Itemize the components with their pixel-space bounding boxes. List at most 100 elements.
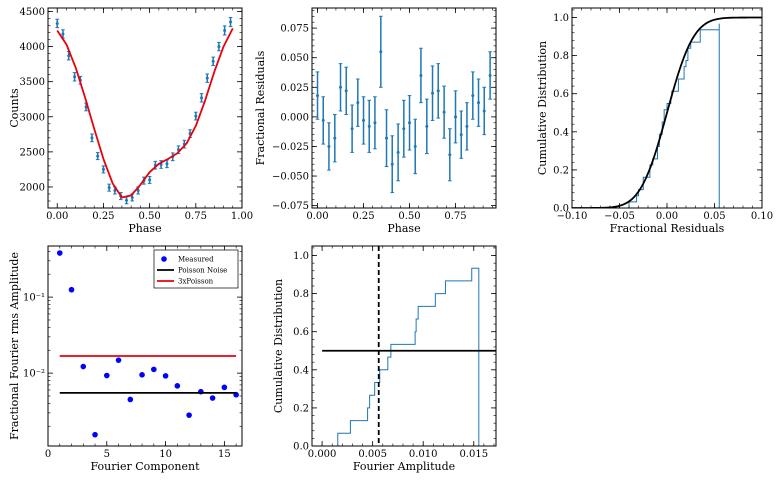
p4-xtick-label: 15 (218, 449, 231, 460)
p3-xtick-label: −0.10 (557, 211, 588, 222)
p4-measured-point (209, 395, 216, 401)
p1-ytick-label: 3000 (20, 112, 45, 123)
p4-plot-area (56, 250, 239, 438)
p2-residuals-point (425, 124, 429, 128)
p1-data-point (55, 21, 59, 25)
p3-xtick-label: −0.05 (604, 211, 635, 222)
p4-measured-point (68, 286, 75, 293)
p1-y-axis-label: Counts (8, 88, 21, 128)
p3-xtick-label: 0.05 (703, 211, 725, 222)
p1-data-point (211, 59, 215, 63)
p2-residuals-point (448, 153, 452, 157)
p2-residuals-point (344, 89, 348, 93)
p4-ytick-label: 10⁻¹ (23, 293, 45, 304)
p2-residuals-point (482, 109, 486, 113)
p5-ytick-label: 0.8 (293, 289, 309, 300)
p2-residuals-point (477, 101, 481, 105)
p1-ytick-label: 4500 (20, 7, 45, 18)
p1-x-axis-label: Phase (128, 222, 161, 235)
p5-ytick-label: 0.6 (293, 327, 309, 338)
p1-data-point (67, 54, 71, 58)
p5-x-axis-label: Fourier Amplitude (353, 460, 455, 473)
p1-ytick-label: 3500 (20, 77, 45, 88)
p2-residuals-point (350, 127, 354, 131)
p4-measured-point (139, 372, 145, 378)
p1-data-point (101, 167, 105, 171)
p2-frame (311, 7, 497, 209)
p1-xtick-label: 0.50 (138, 211, 160, 222)
p5-empirical-cdf-step (337, 267, 480, 446)
p1-data-point (205, 76, 209, 80)
p2-y-axis-label: Fractional Residuals (254, 50, 267, 165)
p2-residuals-point (442, 110, 446, 114)
p4-legend-marker (161, 256, 167, 262)
p1-data-point (200, 96, 204, 100)
p4-measured-point (186, 412, 192, 418)
p2-residuals-point (373, 121, 377, 125)
p1-data-point (148, 178, 152, 182)
p1-data-point (61, 32, 65, 36)
p1-data-point (136, 188, 140, 192)
p4-measured-point (115, 357, 122, 363)
p2-residuals-point (431, 91, 435, 95)
p5-ytick-label: 1.0 (293, 251, 309, 262)
p4-measured-point (151, 366, 157, 373)
p3-xtick-label: 0.00 (656, 211, 678, 222)
p2-residuals-point (385, 136, 389, 140)
p2-residuals-point (413, 144, 417, 148)
p4-measured-point (162, 373, 169, 379)
p2-residuals-point (339, 85, 343, 89)
p2-xtick-label: 0.50 (398, 211, 420, 222)
p4-xtick-label: 10 (159, 449, 172, 460)
p3-plot-area (572, 16, 762, 208)
p2-residuals-point (333, 136, 337, 140)
p2-ytick-label: −0.025 (272, 142, 309, 153)
p5-xtick-label: 0.010 (409, 449, 438, 460)
p2-residuals-point (321, 118, 325, 122)
p4-measured-point (103, 372, 110, 379)
p3-ytick-label: 0.8 (553, 51, 569, 62)
p2-ytick-label: 0.000 (280, 112, 309, 123)
p4-measured-point (80, 363, 87, 370)
p2-residuals-point (316, 94, 320, 98)
p1-xtick-label: 0.00 (46, 211, 68, 222)
p1-data-point (96, 154, 100, 158)
p4-measured-point (127, 396, 134, 403)
p2-residuals-point (379, 50, 383, 54)
p5-ytick-label: 0.2 (293, 403, 309, 414)
p3-ytick-label: 0.0 (553, 204, 569, 215)
p1-ytick-label: 4000 (20, 42, 45, 53)
p2-xtick-label: 0.25 (352, 211, 374, 222)
p1-data-point (73, 75, 77, 79)
p5-xtick-label: 0.005 (358, 449, 387, 460)
p4-measured-point (221, 384, 228, 391)
p3-y-axis-label: Cumulative Distribution (536, 41, 549, 175)
p4-ytick-label: 10⁻² (23, 369, 45, 380)
p2-residuals-point (327, 144, 331, 148)
p1-data-point (113, 188, 117, 192)
p4-legend-label: Poisson Noise (178, 267, 227, 275)
p1-frame (47, 7, 243, 209)
p4-xtick-label: 0 (45, 449, 51, 460)
p2-x-axis-label: Phase (387, 222, 420, 235)
p2-ytick-label: 0.025 (280, 83, 309, 94)
p3-x-axis-label: Fractional Residuals (610, 222, 725, 235)
p2-residuals-point (459, 133, 463, 137)
p3-ytick-label: 0.2 (553, 165, 569, 176)
p1-data-point (130, 195, 134, 199)
p2-residuals-point (367, 124, 371, 128)
p1-xtick-label: 1.00 (231, 211, 253, 222)
p3-empirical-cdf-step (628, 23, 720, 208)
p3-ytick-label: 0.6 (553, 89, 569, 100)
p5-plot-area (322, 246, 496, 446)
p2-residuals-point (471, 94, 475, 98)
p1-data-point (165, 162, 169, 166)
p4-y-axis-label: Fractional Fourier rms Amplitude (8, 252, 21, 440)
p1-data-point (229, 20, 233, 24)
p4-xtick-label: 5 (104, 449, 110, 460)
p2-residuals-point (419, 73, 423, 77)
p3-ytick-label: 0.4 (553, 127, 569, 138)
p1-data-point (125, 198, 129, 202)
p2-ytick-label: −0.050 (272, 172, 309, 183)
